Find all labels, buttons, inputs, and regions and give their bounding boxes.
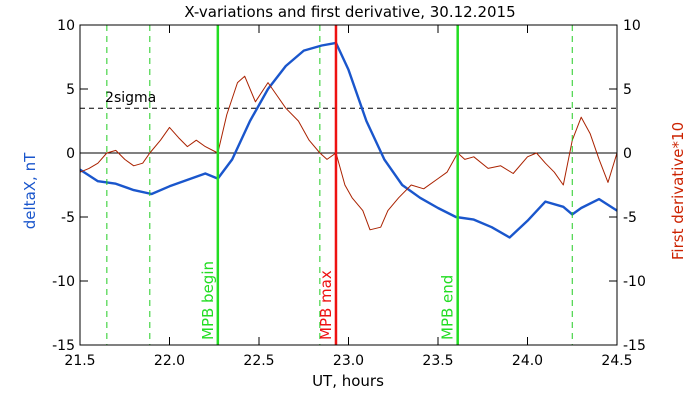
y-tick-label-right: -15	[623, 338, 646, 354]
y-tick-label-left: 5	[66, 82, 75, 98]
x-tick-label: 22.0	[154, 353, 185, 369]
y-tick-label-right: 0	[623, 146, 632, 162]
y-tick-label-right: -5	[623, 210, 637, 226]
y-tick-label-right: -10	[623, 274, 646, 290]
y-axis-label-right: First derivative*10	[669, 122, 687, 260]
y-axis-label-left: deltaX, nT	[21, 152, 39, 229]
y-tick-label-left: 10	[57, 18, 75, 34]
plot-frame	[79, 24, 618, 346]
y-tick-label-left: -10	[52, 274, 75, 290]
y-tick-label-left: -5	[61, 210, 75, 226]
plot-area: 21.5 22.0 22.5 23.0 23.5 24.0 24.5-15 -15-10 -10…	[52, 18, 646, 369]
chart-title: X-variations and first derivative, 30.12…	[184, 3, 515, 21]
x-tick-label: 23.5	[422, 353, 453, 369]
x-tick-label: 23.0	[333, 353, 364, 369]
x-tick-label: 24.0	[512, 353, 543, 369]
event-marker-label: MPB max	[317, 270, 335, 340]
x-tick-label: 24.5	[601, 353, 632, 369]
series-line-deltax	[79, 41, 618, 239]
y-tick-label-right: 5	[623, 82, 632, 98]
y-tick-label-left: -15	[52, 338, 75, 354]
x-axis-label: UT, hours	[312, 372, 384, 390]
series-line-derivative	[79, 75, 618, 231]
y-tick-label-left: 0	[66, 146, 75, 162]
event-marker-label: MPB begin	[199, 261, 217, 340]
y-tick-label-right: 10	[623, 18, 641, 34]
event-marker-label: MPB end	[439, 275, 457, 340]
reference-line-label: 2sigma	[105, 90, 156, 106]
x-tick-label: 22.5	[243, 353, 274, 369]
x-tick-label: 21.5	[64, 353, 95, 369]
